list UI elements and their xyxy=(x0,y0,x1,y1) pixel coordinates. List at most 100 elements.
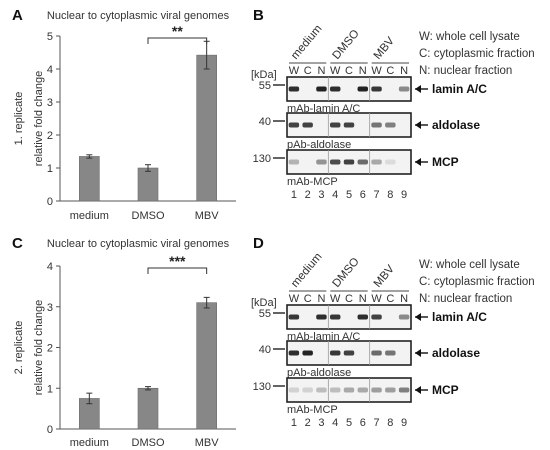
x-tick-label-medium: medium xyxy=(70,210,109,222)
lane-number: 8 xyxy=(387,189,393,201)
lane-number: 6 xyxy=(360,189,366,201)
marker-label: 55 xyxy=(259,308,271,320)
protein-band xyxy=(357,314,369,320)
y-tick-label: 3 xyxy=(47,302,53,314)
lane-number: 7 xyxy=(373,189,379,201)
lane-letter: C xyxy=(386,65,394,77)
antibody-label: mAb-MCP xyxy=(287,404,338,416)
group-label-dmso: DMSO xyxy=(330,28,361,62)
lane-number: 2 xyxy=(305,189,311,201)
antibody-label: mAb-lamin A/C xyxy=(287,331,360,343)
protein-band xyxy=(357,86,369,92)
protein-band xyxy=(385,387,396,393)
significance-bracket xyxy=(147,267,208,274)
lane-letter: W xyxy=(330,65,341,77)
lane-number: 9 xyxy=(401,417,407,429)
y-tick-label: 2 xyxy=(47,130,53,142)
y-tick-label: 0 xyxy=(47,424,53,436)
bar-dmso xyxy=(137,387,159,430)
y-axis-label: relative fold change xyxy=(33,71,45,166)
panel-letter-c: C xyxy=(12,235,23,252)
protein-band xyxy=(371,122,382,128)
replicate-label: 1. replicate xyxy=(13,92,25,146)
y-tick-label: 3 xyxy=(47,97,53,109)
group-label-medium: medium xyxy=(289,23,324,62)
chart-title: Nuclear to cytoplasmic viral genomes xyxy=(47,10,230,22)
group-label-mbv: MBV xyxy=(372,35,397,62)
protein-band xyxy=(343,350,355,356)
protein-band xyxy=(288,86,300,92)
replicate-label: 2. replicate xyxy=(13,321,25,375)
antibody-label: pAb-aldolase xyxy=(287,367,351,379)
y-tick-label: 4 xyxy=(47,64,53,76)
lane-number: 5 xyxy=(346,189,352,201)
protein-band xyxy=(329,86,341,92)
lane-letter: N xyxy=(359,293,367,305)
protein-band xyxy=(371,159,382,165)
protein-band xyxy=(302,387,313,393)
arrow-head xyxy=(415,85,421,93)
lane-number: 3 xyxy=(318,189,324,201)
protein-band xyxy=(302,122,313,128)
protein-label: aldolase xyxy=(432,346,480,360)
lane-letter: C xyxy=(304,293,312,305)
y-tick-label: 0 xyxy=(47,196,53,208)
protein-band xyxy=(329,159,341,165)
lane-number: 2 xyxy=(305,417,311,429)
legend-line: N: nuclear fraction xyxy=(419,293,512,305)
blot-membrane xyxy=(286,76,412,102)
bar-dmso xyxy=(137,167,159,202)
lane-letter: C xyxy=(345,65,353,77)
lane-letter: W xyxy=(371,293,382,305)
lane-number: 1 xyxy=(291,189,297,201)
bar-mbv xyxy=(196,54,217,202)
x-tick-label-dmso: DMSO xyxy=(132,437,165,449)
marker-label: 40 xyxy=(259,344,271,356)
protein-band xyxy=(288,159,300,165)
panel-letter-a: A xyxy=(12,7,23,24)
bar-mbv xyxy=(196,302,217,430)
protein-band xyxy=(385,122,396,128)
protein-band xyxy=(329,350,341,356)
significance-bracket xyxy=(147,37,208,44)
arrow-head xyxy=(415,349,421,357)
protein-band xyxy=(329,387,341,393)
chart-title: Nuclear to cytoplasmic viral genomes xyxy=(47,238,230,250)
x-tick-label-medium: medium xyxy=(70,437,109,449)
lane-number: 3 xyxy=(318,417,324,429)
protein-band xyxy=(385,159,396,165)
y-tick-label: 2 xyxy=(47,343,53,355)
legend-line: W: whole cell lysate xyxy=(419,259,520,271)
legend-line: C: cytoplasmic fraction xyxy=(419,48,535,60)
lane-letter: W xyxy=(289,65,300,77)
group-label-mbv: MBV xyxy=(372,263,397,290)
protein-band xyxy=(357,159,369,165)
arrow-head xyxy=(415,158,421,166)
y-axis-label: relative fold change xyxy=(33,300,45,395)
significance-stars: *** xyxy=(169,253,186,269)
antibody-label: mAb-lamin A/C xyxy=(287,103,360,115)
protein-band xyxy=(302,350,313,356)
protein-label: lamin A/C xyxy=(432,82,487,96)
protein-band xyxy=(288,122,300,128)
protein-band xyxy=(316,314,327,320)
lane-number: 1 xyxy=(291,417,297,429)
protein-band xyxy=(371,387,382,393)
marker-label: 130 xyxy=(253,381,271,393)
protein-band xyxy=(316,387,327,393)
y-tick-label: 4 xyxy=(47,261,53,273)
bar-medium xyxy=(79,156,100,202)
antibody-label: mAb-MCP xyxy=(287,176,338,188)
protein-band xyxy=(398,86,410,92)
y-tick-label: 1 xyxy=(47,383,53,395)
lane-letter: W xyxy=(330,293,341,305)
panel-letter-b: B xyxy=(253,7,264,24)
lane-letter: C xyxy=(304,65,312,77)
lane-number: 5 xyxy=(346,417,352,429)
lane-letter: C xyxy=(386,293,394,305)
protein-band xyxy=(288,387,300,393)
marker-label: 130 xyxy=(253,153,271,165)
bar-chart-c: Nuclear to cytoplasmic viral genomes 2. r… xyxy=(13,238,236,449)
blot-membrane xyxy=(286,304,412,330)
